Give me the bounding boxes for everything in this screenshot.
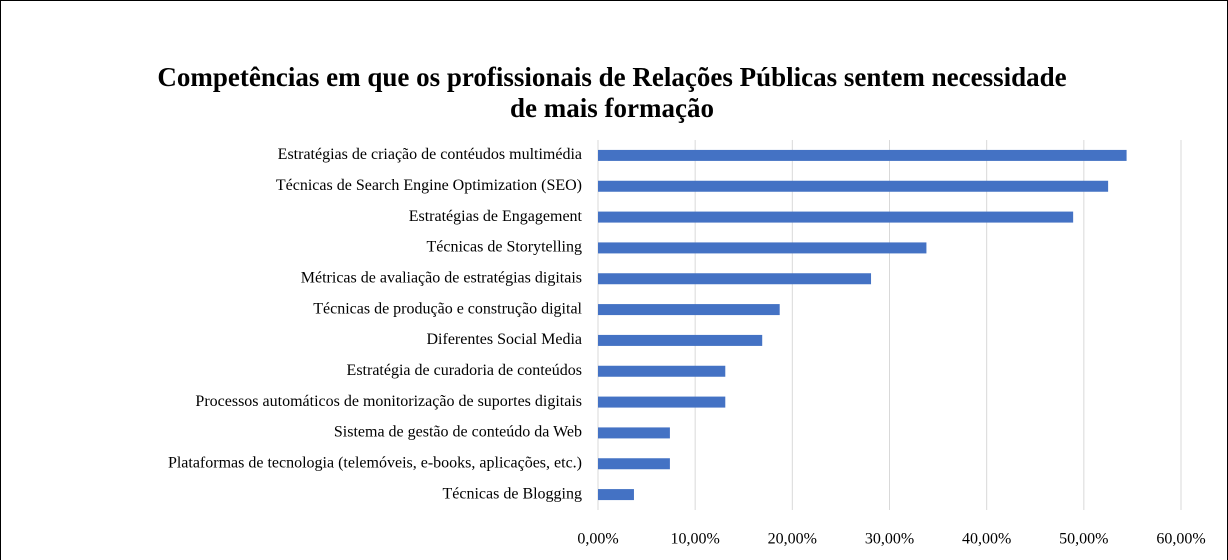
bar (598, 149, 1127, 161)
bar (598, 365, 726, 377)
y-tick-label: Processos automáticos de monitorização d… (195, 393, 582, 410)
bar (598, 242, 927, 254)
bar (598, 334, 763, 346)
y-tick-label: Técnicas de Blogging (442, 485, 582, 502)
bar (598, 304, 780, 316)
x-tick-label: 10,00% (671, 531, 720, 548)
x-tick-label: 60,00% (1156, 531, 1205, 548)
y-tick-label: Estratégias de Engagement (409, 208, 583, 225)
x-tick-label: 0,00% (577, 531, 618, 548)
bar (598, 427, 670, 439)
y-tick-label: Técnicas de Storytelling (426, 239, 582, 256)
y-tick-label: Métricas de avaliação de estratégias dig… (301, 269, 582, 286)
bar (598, 458, 670, 470)
x-tick-label: 20,00% (768, 531, 817, 548)
bar (598, 396, 726, 408)
y-tick-label: Estratégias de criação de contéudos mult… (278, 146, 582, 163)
x-tick-label: 30,00% (865, 531, 914, 548)
y-tick-label: Técnicas de produção e construção digita… (313, 300, 582, 317)
chart-title: Competências em que os profissionais de … (157, 62, 1067, 123)
bar (598, 211, 1074, 223)
bar (598, 180, 1109, 192)
y-tick-label: Estratégia de curadoria de conteúdos (347, 362, 582, 379)
y-tick-label: Diferentes Social Media (427, 331, 583, 348)
x-tick-label: 50,00% (1059, 531, 1108, 548)
bar (598, 273, 872, 285)
y-tick-label: Plataformas de tecnologia (telemóveis, e… (168, 454, 582, 471)
bar (598, 489, 634, 501)
x-tick-label: 40,00% (962, 531, 1011, 548)
y-tick-label: Sistema de gestão de conteúdo da Web (334, 424, 582, 441)
y-tick-label: Técnicas de Search Engine Optimization (… (276, 177, 582, 194)
